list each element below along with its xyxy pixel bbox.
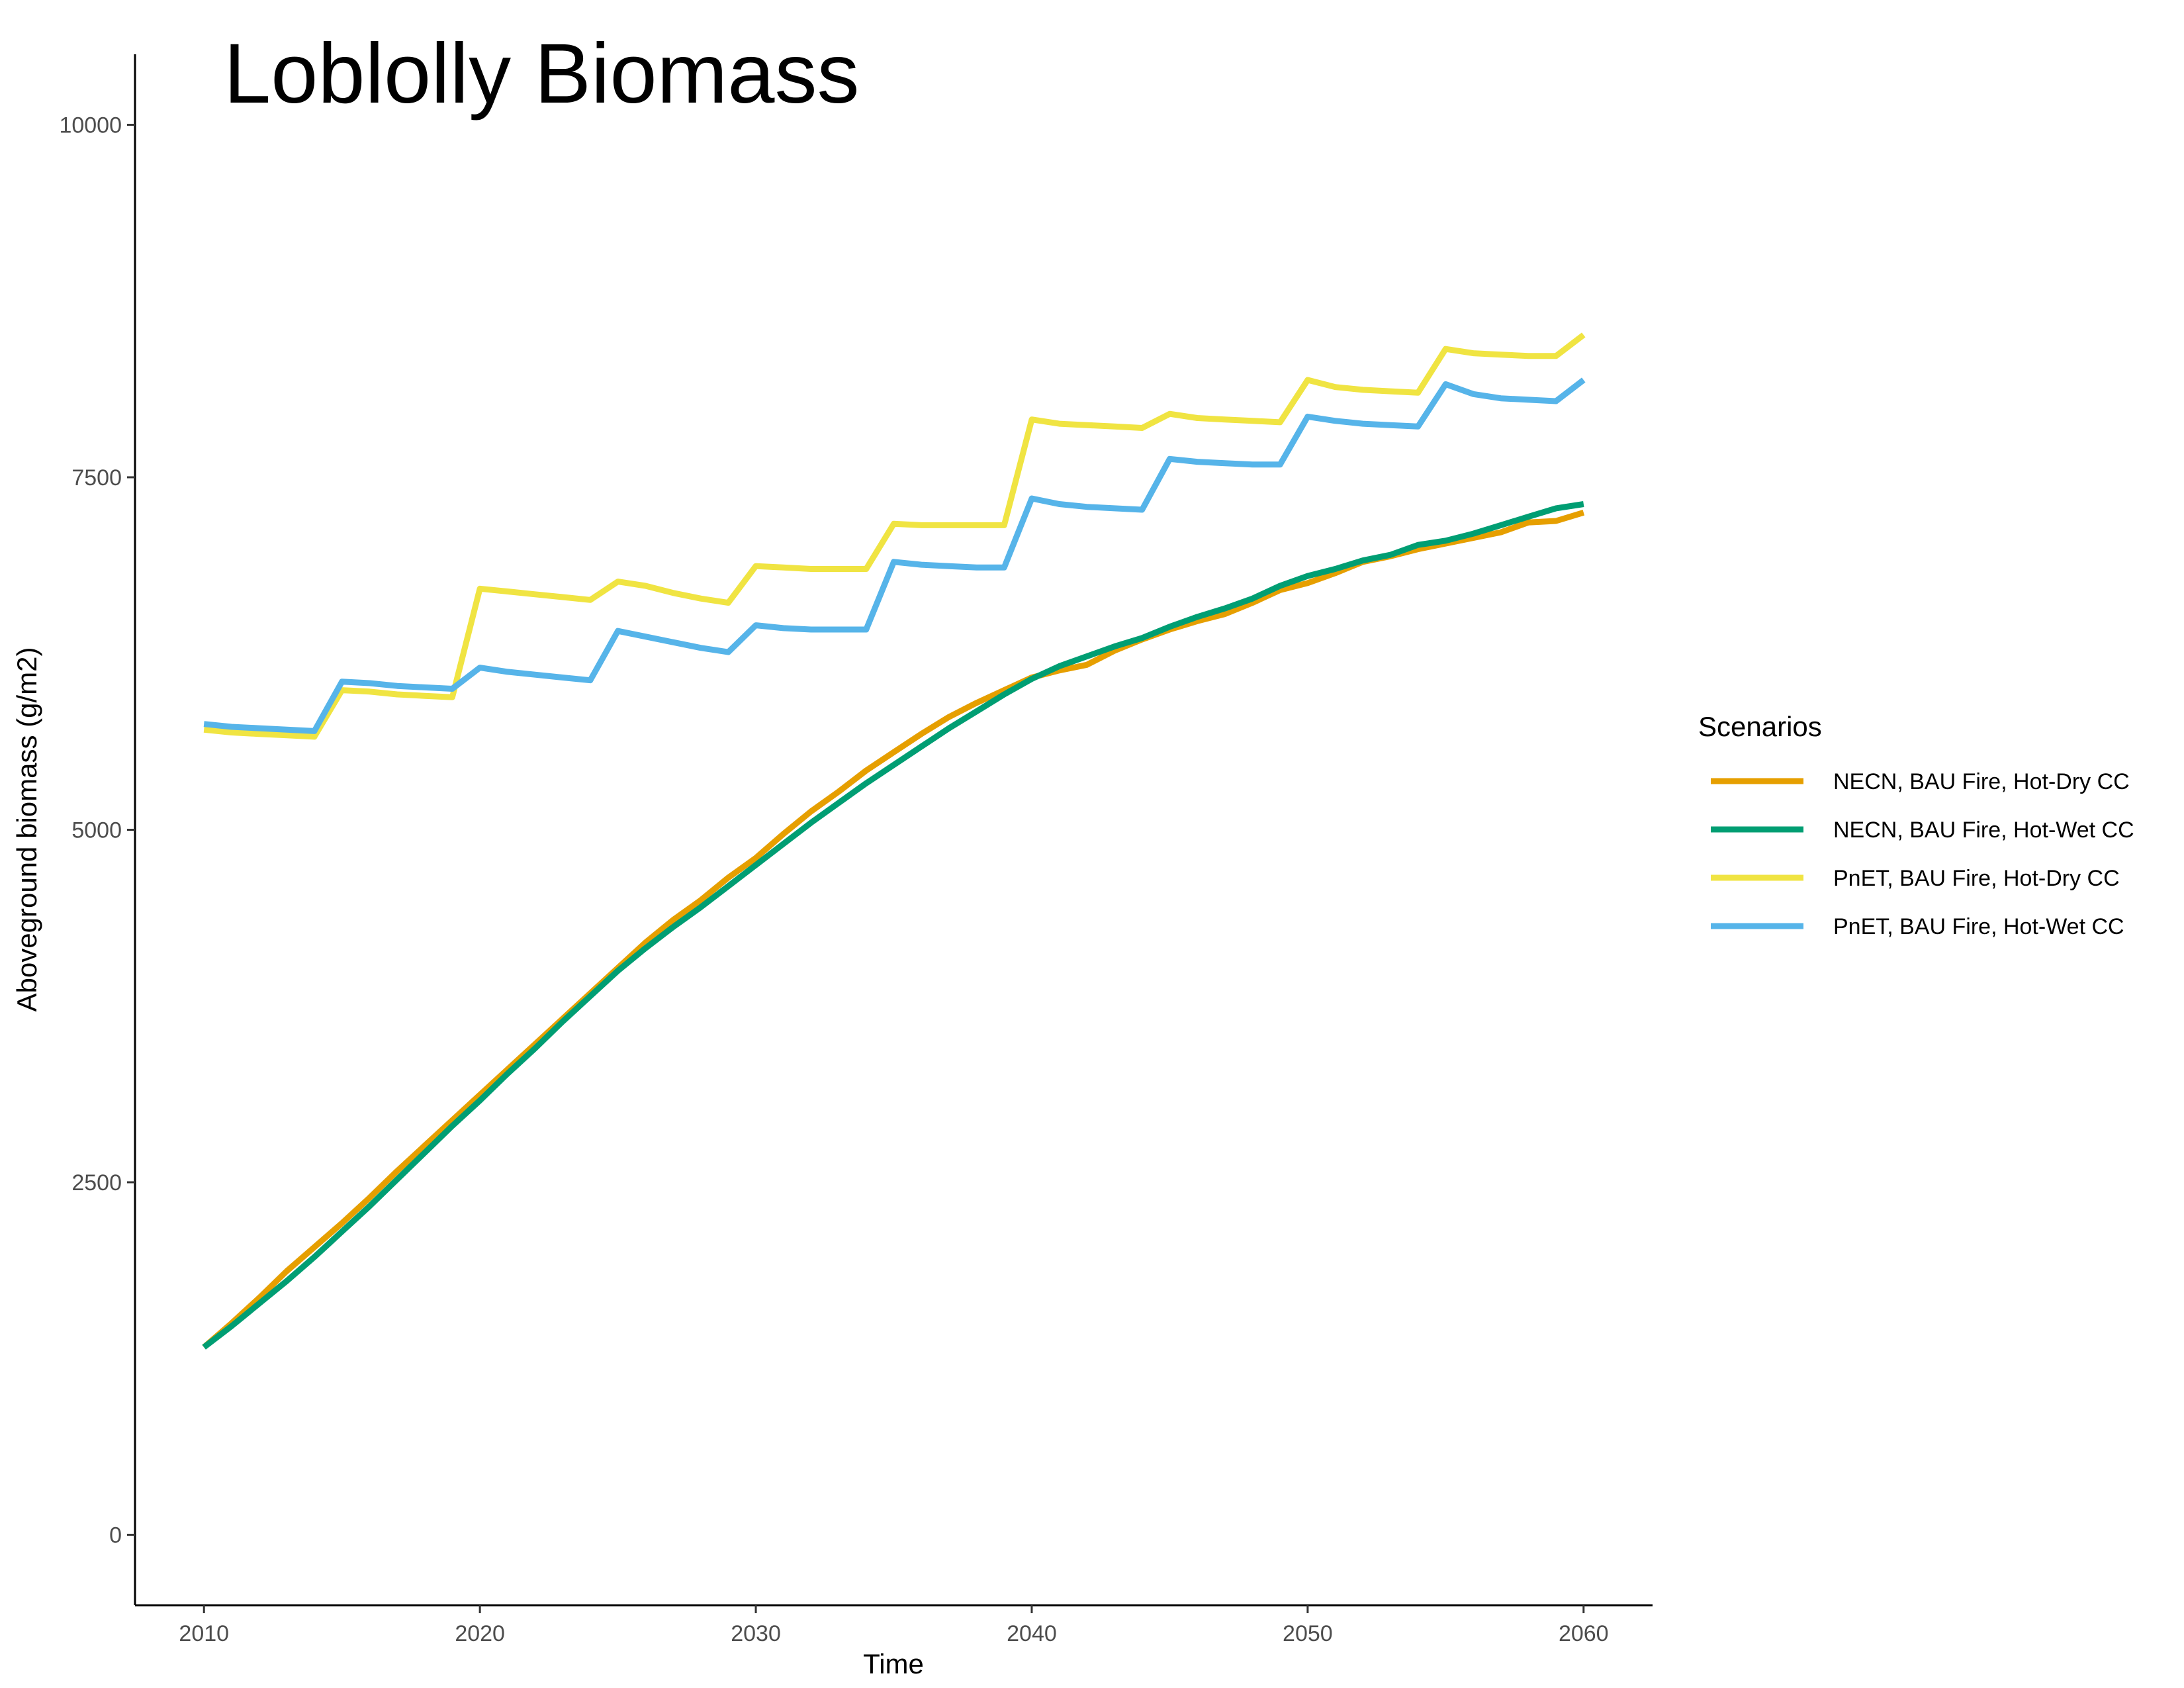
x-tick-label: 2020 [455, 1621, 505, 1646]
legend: Scenarios NECN, BAU Fire, Hot-Dry CCNECN… [1698, 711, 2134, 939]
y-axis-title: Aboveground biomass (g/m2) [11, 647, 42, 1012]
legend-label-2: NECN, BAU Fire, Hot-Wet CC [1833, 818, 2134, 843]
y-tick-label: 10000 [59, 113, 122, 138]
axes [134, 54, 1653, 1607]
series-line-3 [203, 332, 1586, 740]
legend-label-4: PnET, BAU Fire, Hot-Wet CC [1833, 914, 2124, 939]
y-tick-label: 7500 [71, 465, 122, 491]
x-ticks: 2010 2020 2030 2040 2050 2060 [179, 1605, 1609, 1646]
x-tick-label: 2030 [731, 1621, 781, 1646]
series-line-2 [202, 501, 1584, 1350]
legend-label-1: NECN, BAU Fire, Hot-Dry CC [1833, 769, 2130, 794]
x-axis-title: Time [863, 1648, 924, 1679]
series-line-1 [202, 509, 1585, 1350]
legend-title: Scenarios [1698, 711, 1822, 742]
chart-title: Loblolly Biomass [224, 26, 859, 121]
series-lines [202, 332, 1586, 1350]
x-tick-label: 2050 [1283, 1621, 1333, 1646]
legend-label-3: PnET, BAU Fire, Hot-Dry CC [1833, 866, 2120, 891]
x-tick-label: 2040 [1007, 1621, 1057, 1646]
y-tick-label: 5000 [71, 818, 122, 843]
y-tick-label: 0 [109, 1523, 122, 1548]
x-tick-label: 2060 [1559, 1621, 1609, 1646]
y-tick-label: 2500 [71, 1170, 122, 1196]
y-ticks: 0 2500 5000 7500 10000 [59, 113, 135, 1548]
series-line-4 [203, 377, 1586, 734]
legend-items: NECN, BAU Fire, Hot-Dry CC NECN, BAU Fire… [1711, 769, 2134, 939]
x-tick-label: 2010 [179, 1621, 229, 1646]
